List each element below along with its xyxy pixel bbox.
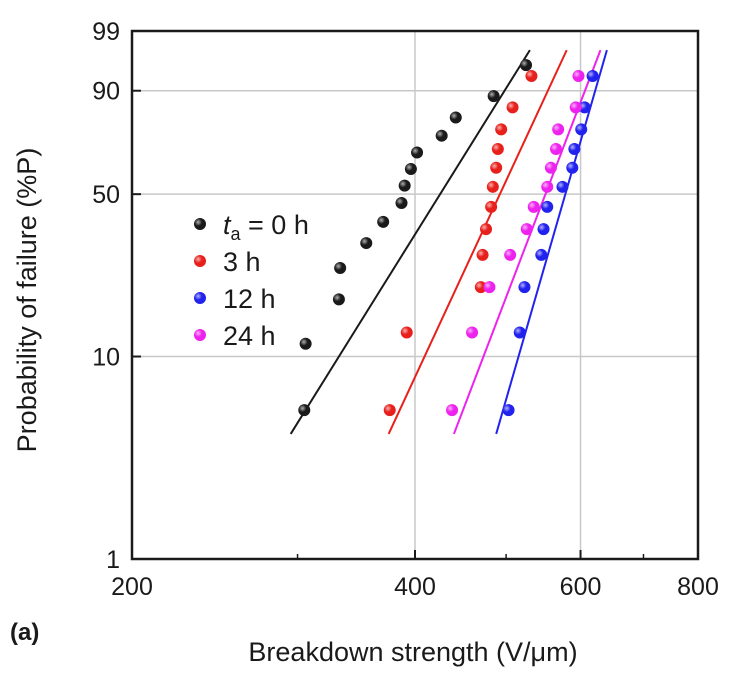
data-point-highlight bbox=[535, 248, 548, 261]
data-point-highlight bbox=[474, 281, 487, 294]
y-tick-label: 50 bbox=[92, 181, 120, 209]
data-point-highlight bbox=[575, 123, 588, 136]
data-point-highlight bbox=[520, 59, 533, 72]
data-point-highlight bbox=[541, 200, 554, 213]
data-point-highlight bbox=[506, 101, 519, 114]
x-tick-label: 400 bbox=[394, 573, 436, 601]
legend-label-2: 12 h bbox=[223, 284, 276, 314]
data-point-highlight bbox=[332, 293, 345, 306]
data-point-highlight bbox=[541, 180, 554, 193]
data-point-highlight bbox=[485, 200, 498, 213]
data-point-highlight bbox=[552, 123, 565, 136]
legend-marker-highlight bbox=[194, 292, 206, 304]
data-point-highlight bbox=[513, 326, 526, 339]
grid bbox=[132, 31, 698, 559]
data-point-highlight bbox=[491, 142, 504, 155]
data-point-highlight bbox=[578, 101, 591, 114]
data-point-highlight bbox=[398, 179, 411, 192]
data-point-highlight bbox=[299, 337, 312, 350]
x-tick-label: 600 bbox=[560, 573, 602, 601]
data-point-highlight bbox=[411, 146, 424, 159]
data-point-highlight bbox=[518, 281, 531, 294]
data-point-highlight bbox=[476, 248, 489, 261]
data-point-highlight bbox=[298, 404, 311, 417]
data-point-highlight bbox=[556, 180, 569, 193]
fit-line-series-0 bbox=[289, 49, 531, 435]
data-point-highlight bbox=[566, 161, 579, 174]
data-point-highlight bbox=[525, 69, 538, 82]
data-point-highlight bbox=[404, 162, 417, 175]
data-point-highlight bbox=[449, 111, 462, 124]
y-tick-label: 1 bbox=[106, 546, 120, 574]
x-tick-label: 800 bbox=[677, 573, 719, 601]
legend-marker-highlight bbox=[194, 218, 206, 230]
data-point-highlight bbox=[569, 101, 582, 114]
data-point-highlight bbox=[334, 261, 347, 274]
data-point-highlight bbox=[377, 215, 390, 228]
data-point-highlight bbox=[360, 237, 373, 250]
data-point-highlight bbox=[395, 197, 408, 210]
data-point-highlight bbox=[527, 200, 540, 213]
data-point-highlight bbox=[466, 326, 479, 339]
x-axis-label: Breakdown strength (V/μm) bbox=[248, 637, 577, 667]
data-point-highlight bbox=[537, 223, 550, 236]
data-point-highlight bbox=[586, 69, 599, 82]
panel-label: (a) bbox=[10, 619, 39, 646]
legend: ta = 0 h3 h 12 h 24 h bbox=[194, 210, 309, 351]
data-point-highlight bbox=[487, 90, 500, 103]
data-point-highlight bbox=[483, 281, 496, 294]
y-axis-label: Probability of failure (%P) bbox=[12, 148, 42, 453]
legend-label-0: ta = 0 h bbox=[223, 210, 309, 244]
data-point-highlight bbox=[446, 404, 459, 417]
x-tick-label: 200 bbox=[111, 573, 153, 601]
data-point-highlight bbox=[480, 223, 493, 236]
fit-lines bbox=[289, 49, 608, 435]
data-point-highlight bbox=[435, 129, 448, 142]
data-point-highlight bbox=[550, 142, 563, 155]
data-point-highlight bbox=[490, 161, 503, 174]
data-point-highlight bbox=[544, 161, 557, 174]
data-point-highlight bbox=[502, 404, 515, 417]
data-point-highlight bbox=[495, 123, 508, 136]
data-point-highlight bbox=[520, 223, 533, 236]
data-point-highlight bbox=[572, 69, 585, 82]
fit-line-series-2 bbox=[495, 49, 608, 435]
data-point-highlight bbox=[504, 248, 517, 261]
axis-ticks: 200 400 600 800 1 10 50 90 99 bbox=[92, 18, 719, 601]
y-tick-label: 10 bbox=[92, 344, 120, 372]
data-point-highlight bbox=[568, 142, 581, 155]
data-point-highlight bbox=[383, 404, 396, 417]
y-tick-label: 99 bbox=[92, 18, 120, 46]
fit-line-series-3 bbox=[452, 49, 602, 435]
legend-marker-highlight bbox=[194, 329, 206, 341]
legend-label-1: 3 h bbox=[223, 247, 261, 277]
legend-marker-highlight bbox=[194, 255, 206, 267]
data-point-highlight bbox=[486, 180, 499, 193]
y-tick-label: 90 bbox=[92, 78, 120, 106]
data-point-highlight bbox=[400, 326, 413, 339]
fit-line-series-1 bbox=[387, 49, 568, 435]
legend-label-3: 24 h bbox=[223, 321, 276, 351]
data-points bbox=[298, 59, 599, 417]
